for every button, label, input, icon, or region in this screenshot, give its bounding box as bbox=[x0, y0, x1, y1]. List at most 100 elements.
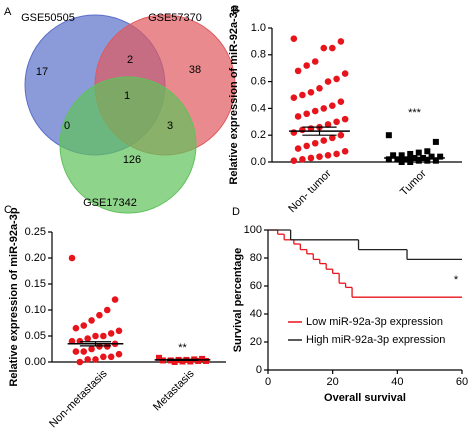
x-tick-label: Tumor bbox=[398, 167, 429, 198]
y-tick-label: 20 bbox=[250, 336, 262, 348]
data-point bbox=[329, 134, 336, 142]
x-tick-label: Non-metastasis bbox=[47, 367, 110, 429]
y-tick-label: 0.00 bbox=[25, 356, 46, 368]
y-tick-label: 0.25 bbox=[25, 226, 46, 238]
venn-set-label: GSE57370 bbox=[148, 12, 202, 24]
data-point bbox=[290, 94, 298, 101]
y-tick-label: 0.20 bbox=[25, 252, 46, 264]
data-point bbox=[100, 353, 107, 361]
x-tick-label: 0 bbox=[265, 376, 271, 388]
venn-count: 1 bbox=[124, 90, 130, 102]
data-point bbox=[311, 58, 319, 65]
venn-set bbox=[59, 76, 197, 214]
data-point bbox=[398, 152, 405, 159]
y-axis-label: Relative expression of miR-92a-3p bbox=[8, 207, 20, 386]
x-axis-label: Overall survival bbox=[324, 392, 406, 404]
data-point bbox=[307, 89, 315, 96]
venn-count: 38 bbox=[189, 64, 201, 76]
data-point bbox=[320, 137, 328, 144]
legend-label: High miR-92a-3p expression bbox=[306, 334, 445, 346]
data-point bbox=[415, 157, 422, 164]
venn-count: 2 bbox=[127, 54, 133, 66]
data-point bbox=[341, 147, 349, 155]
data-point bbox=[294, 113, 302, 120]
venn-count: 3 bbox=[167, 120, 173, 132]
data-point bbox=[311, 139, 319, 147]
data-point bbox=[100, 332, 107, 340]
data-point bbox=[337, 38, 345, 45]
data-point bbox=[333, 118, 340, 126]
data-point bbox=[424, 148, 431, 155]
data-point bbox=[324, 121, 332, 128]
data-point bbox=[333, 150, 340, 158]
significance: * bbox=[454, 274, 459, 286]
data-point bbox=[115, 327, 123, 335]
data-point bbox=[320, 44, 328, 52]
data-point bbox=[303, 62, 310, 69]
data-point bbox=[68, 254, 76, 262]
x-tick-label: 20 bbox=[327, 376, 339, 388]
data-point bbox=[329, 44, 336, 52]
data-point bbox=[84, 335, 91, 342]
significance: *** bbox=[408, 107, 422, 119]
data-point bbox=[333, 75, 340, 83]
y-tick-label: 0.0 bbox=[251, 156, 266, 168]
y-tick-label: 100 bbox=[244, 224, 262, 236]
y-axis-label: Relative expression of miR-92a-3p bbox=[228, 5, 240, 184]
data-point bbox=[80, 322, 88, 329]
data-point bbox=[290, 35, 298, 43]
data-point bbox=[294, 145, 302, 152]
venn-count: 17 bbox=[36, 66, 48, 78]
data-point bbox=[111, 296, 119, 303]
data-point bbox=[84, 356, 91, 363]
x-tick-label: 40 bbox=[391, 376, 403, 388]
y-tick-label: 0.8 bbox=[251, 49, 266, 61]
panel-label: D bbox=[232, 206, 240, 218]
data-point bbox=[299, 91, 306, 99]
data-point bbox=[72, 324, 80, 332]
data-point bbox=[394, 156, 401, 163]
data-point bbox=[329, 102, 336, 110]
data-point bbox=[290, 157, 298, 164]
x-tick-label: Non- tumor bbox=[286, 167, 334, 215]
y-tick-label: 0.4 bbox=[251, 102, 266, 114]
data-point bbox=[428, 153, 435, 160]
data-point bbox=[72, 348, 80, 355]
data-point bbox=[96, 311, 103, 319]
data-point bbox=[92, 356, 99, 363]
venn-count: 0 bbox=[64, 120, 70, 132]
y-tick-label: 0.15 bbox=[25, 278, 46, 290]
data-point bbox=[187, 358, 194, 365]
data-point bbox=[92, 332, 99, 340]
data-point bbox=[320, 105, 328, 112]
venn-set-label: GSE17342 bbox=[83, 197, 137, 209]
data-point bbox=[424, 157, 431, 164]
data-point bbox=[407, 150, 414, 157]
y-tick-label: 1.0 bbox=[251, 22, 266, 34]
data-point bbox=[415, 149, 422, 156]
data-point bbox=[294, 67, 302, 75]
y-tick-label: 40 bbox=[250, 308, 262, 320]
legend-label: Low miR-92a-3p expression bbox=[306, 316, 443, 328]
significance: ** bbox=[178, 342, 187, 354]
data-point bbox=[179, 358, 186, 365]
x-tick-label: 60 bbox=[456, 376, 468, 388]
data-point bbox=[299, 156, 306, 163]
data-point bbox=[303, 110, 310, 118]
data-point bbox=[88, 345, 95, 353]
data-point bbox=[311, 107, 319, 115]
data-point bbox=[432, 138, 439, 145]
data-point bbox=[337, 98, 345, 105]
data-point bbox=[171, 359, 178, 365]
data-point bbox=[324, 152, 332, 159]
panel-label: B bbox=[232, 4, 239, 16]
data-point bbox=[290, 129, 298, 136]
venn-count: 126 bbox=[123, 154, 141, 166]
data-point bbox=[398, 159, 405, 165]
panel-label: A bbox=[4, 6, 12, 18]
data-point bbox=[390, 152, 397, 159]
data-point bbox=[316, 153, 323, 160]
x-tick-label: Metastasis bbox=[151, 367, 197, 413]
data-point bbox=[68, 337, 76, 345]
